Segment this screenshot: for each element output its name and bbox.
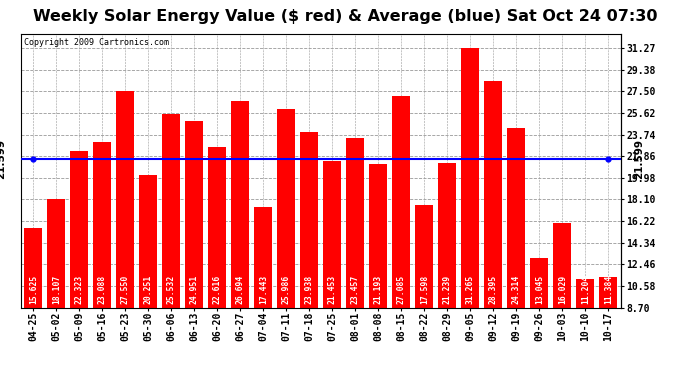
Text: 18.107: 18.107 <box>52 275 61 304</box>
Bar <box>24 228 42 308</box>
Bar <box>484 81 502 308</box>
Text: Weekly Solar Energy Value ($ red) & Average (blue) Sat Oct 24 07:30: Weekly Solar Energy Value ($ red) & Aver… <box>32 9 658 24</box>
Text: 24.951: 24.951 <box>190 275 199 304</box>
Text: 24.314: 24.314 <box>512 275 521 304</box>
Text: 31.265: 31.265 <box>466 275 475 304</box>
Bar <box>346 138 364 308</box>
Bar <box>231 100 249 308</box>
Text: 20.251: 20.251 <box>144 275 153 304</box>
Text: 11.384: 11.384 <box>604 275 613 304</box>
Text: 27.085: 27.085 <box>397 275 406 304</box>
Bar <box>393 96 411 308</box>
Text: 16.029: 16.029 <box>558 275 567 304</box>
Text: 21.193: 21.193 <box>374 275 383 304</box>
Bar <box>438 163 456 308</box>
Text: 23.457: 23.457 <box>351 275 360 304</box>
Bar <box>117 91 135 308</box>
Bar <box>70 151 88 308</box>
Bar <box>300 132 318 308</box>
Text: 11.204: 11.204 <box>581 275 590 304</box>
Text: 22.616: 22.616 <box>213 275 222 304</box>
Bar <box>415 205 433 308</box>
Text: 23.938: 23.938 <box>305 275 314 304</box>
Bar <box>162 114 180 308</box>
Bar <box>600 277 618 308</box>
Bar <box>553 223 571 308</box>
Text: Copyright 2009 Cartronics.com: Copyright 2009 Cartronics.com <box>23 38 168 47</box>
Text: 21.599: 21.599 <box>633 139 644 179</box>
Bar <box>369 164 387 308</box>
Text: 25.986: 25.986 <box>282 275 291 304</box>
Bar <box>576 279 594 308</box>
Bar <box>139 175 157 308</box>
Text: 23.088: 23.088 <box>98 275 107 304</box>
Text: 15.625: 15.625 <box>29 275 38 304</box>
Text: 17.443: 17.443 <box>259 275 268 304</box>
Text: 17.598: 17.598 <box>420 275 429 304</box>
Bar <box>507 128 525 308</box>
Text: 21.599: 21.599 <box>0 139 6 179</box>
Text: 21.239: 21.239 <box>443 275 452 304</box>
Text: 21.453: 21.453 <box>328 275 337 304</box>
Bar <box>255 207 273 308</box>
Bar <box>93 142 111 308</box>
Text: 13.045: 13.045 <box>535 275 544 304</box>
Text: 22.323: 22.323 <box>75 275 84 304</box>
Text: 25.532: 25.532 <box>167 275 176 304</box>
Bar <box>208 147 226 308</box>
Bar <box>186 121 204 308</box>
Bar <box>48 199 66 308</box>
Bar <box>462 48 480 308</box>
Text: 26.694: 26.694 <box>236 275 245 304</box>
Text: 28.395: 28.395 <box>489 275 498 304</box>
Text: 27.550: 27.550 <box>121 275 130 304</box>
Bar <box>531 258 549 307</box>
Bar <box>277 109 295 308</box>
Bar <box>324 161 342 308</box>
